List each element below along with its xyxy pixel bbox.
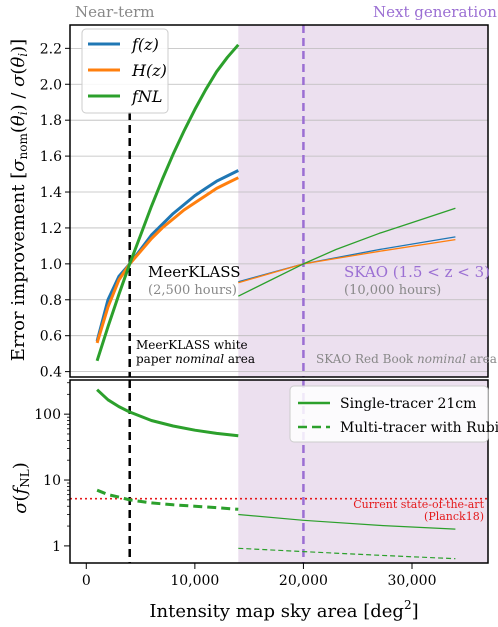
top-vlines (128, 25, 305, 377)
legend-label-fnl: fNL (131, 87, 163, 106)
skao-label: SKAO (1.5 < z < 3) (344, 263, 490, 281)
top-series-line-meerklass (95, 169, 239, 342)
top-frame (69, 24, 489, 378)
top-series-line-skao (238, 207, 456, 297)
bottom-ytick-label: 10 (43, 473, 61, 489)
bottom-series (96, 388, 456, 560)
top-ytick-label: 1.4 (40, 185, 62, 201)
top-ytick-label: 0.6 (40, 329, 62, 345)
top-ytick-label: 2.2 (40, 41, 62, 57)
skao-hours-label: (10,000 hours) (344, 283, 441, 298)
legend-label-single-tracer: Single-tracer 21cm (340, 396, 476, 412)
bottom-ytick-label: 1 (52, 539, 61, 555)
top-shaded-region (238, 25, 488, 377)
bottom-series-line-meerklass (96, 488, 239, 511)
top-series-line-skao (238, 238, 456, 284)
top-ytick-label: 0.4 (40, 365, 62, 381)
meerklass-white-paper-line1: MeerKLASS white (136, 338, 248, 352)
top-legend: f(z) H(z) fNL (81, 28, 169, 114)
top-grid (70, 47, 488, 373)
bottom-xticks: 0 10,000 20,000 30,000 (82, 563, 437, 589)
top-yticks: 0.4 0.6 0.8 1.0 1.2 1.4 1.6 1.8 2.0 2.2 (40, 41, 70, 381)
top-legend-box (81, 28, 169, 114)
top-ytick-label: 2.0 (40, 77, 62, 93)
bottom-xtick-label: 10,000 (170, 573, 219, 589)
top-series-line-meerklass (95, 176, 239, 344)
planck-label-line1: Current state-of-the-art (353, 498, 484, 511)
bottom-ytick-label: 100 (34, 407, 61, 423)
top-series-line-meerklass (95, 43, 240, 362)
legend-label-multi-tracer: Multi-tracer with Rubin (340, 420, 498, 436)
next-generation-label: Next generation (373, 3, 497, 21)
top-ytick-label: 1.6 (40, 149, 62, 165)
bottom-xlabel: Intensity map sky area [deg2] (149, 598, 418, 622)
bottom-legend-box (289, 385, 489, 443)
top-ytick-label: 0.8 (40, 293, 62, 309)
legend-label-fz: f(z) (131, 35, 159, 54)
bottom-ylabel: σ(fNL) (10, 462, 32, 514)
planck-label-line2: (Planck18) (424, 510, 484, 523)
skao-red-book-label: SKAO Red Book nominal area (316, 352, 497, 366)
bottom-series-line-skao (238, 547, 456, 560)
top-ytick-label: 1.2 (40, 221, 62, 237)
near-term-label: Near-term (75, 3, 154, 21)
bottom-xtick-label: 30,000 (388, 573, 437, 589)
bottom-series-line-meerklass (96, 388, 239, 438)
bottom-yticks: 1 10 100 (34, 382, 70, 555)
top-ytick-label: 1.0 (40, 257, 62, 273)
top-panel: 0.4 0.6 0.8 1.0 1.2 1.4 1.6 1.8 2.0 2.2 Near-term… (8, 3, 497, 381)
meerklass-label: MeerKLASS (148, 263, 241, 281)
top-ytick-label: 1.8 (40, 113, 62, 129)
bottom-xtick-label: 0 (82, 573, 91, 589)
bottom-frame (69, 379, 489, 564)
top-series (95, 43, 456, 362)
bottom-panel: 1 10 100 0 10,000 20,000 30,000 Single-tracer… (10, 379, 498, 622)
bottom-series-line-skao (238, 513, 456, 530)
bottom-xtick-label: 20,000 (279, 573, 328, 589)
bottom-legend: Single-tracer 21cm Multi-tracer with Rub… (289, 385, 498, 443)
meerklass-hours-label: (2,500 hours) (148, 283, 237, 298)
legend-label-hz: H(z) (131, 61, 167, 80)
top-ylabel: Error improvement [σnom(θi) / σ(θi)] (8, 39, 30, 361)
meerklass-white-paper-line2: paper nominal area (136, 352, 255, 366)
